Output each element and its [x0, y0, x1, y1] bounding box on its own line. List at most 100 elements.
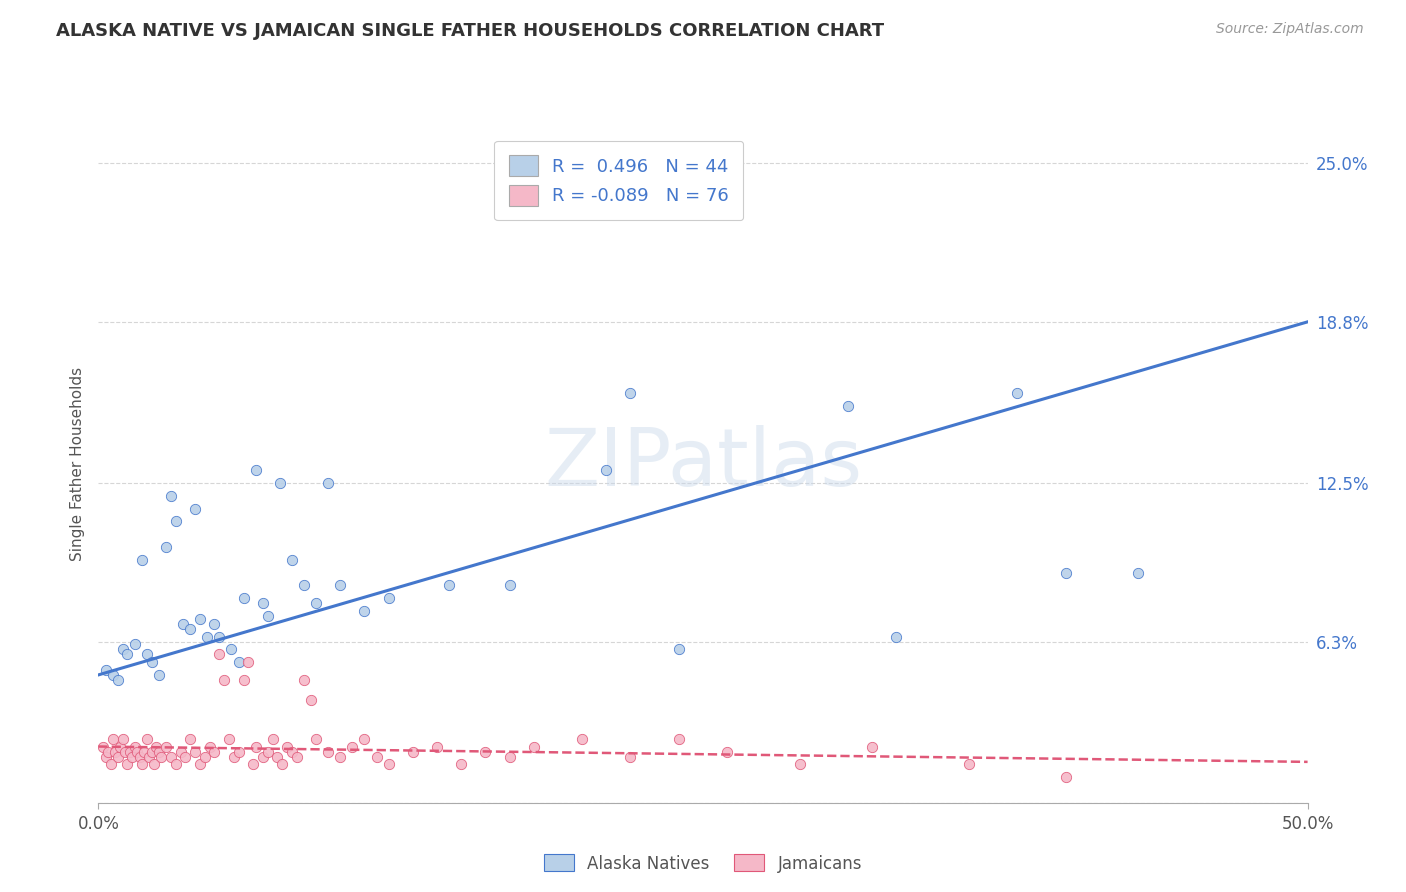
Point	[179, 731, 201, 746]
Point	[292, 578, 315, 592]
Point	[172, 616, 194, 631]
Point	[121, 749, 143, 764]
Point	[127, 745, 149, 759]
Point	[145, 739, 167, 754]
Point	[91, 739, 114, 754]
Point	[353, 731, 375, 746]
Point	[188, 612, 211, 626]
Point	[135, 731, 157, 746]
Point	[281, 745, 304, 759]
Point	[292, 673, 315, 687]
Point	[252, 749, 274, 764]
Point	[208, 648, 231, 662]
Y-axis label: Single Father Households: Single Father Households	[70, 367, 86, 561]
Point	[104, 745, 127, 759]
Point	[117, 757, 139, 772]
Point	[571, 731, 593, 746]
Point	[160, 749, 183, 764]
Point	[131, 757, 153, 772]
Point	[148, 668, 170, 682]
Point	[114, 745, 136, 759]
Point	[342, 739, 364, 754]
Point	[1128, 566, 1150, 580]
Point	[221, 642, 243, 657]
Point	[860, 739, 883, 754]
Point	[131, 553, 153, 567]
Point	[238, 655, 260, 669]
Point	[222, 749, 245, 764]
Point	[252, 596, 274, 610]
Point	[169, 745, 191, 759]
Point	[668, 731, 690, 746]
Point	[228, 655, 250, 669]
Point	[111, 731, 134, 746]
Point	[1007, 386, 1029, 401]
Legend: Alaska Natives, Jamaicans: Alaska Natives, Jamaicans	[537, 847, 869, 880]
Text: ZIPatlas: ZIPatlas	[544, 425, 862, 503]
Point	[204, 616, 226, 631]
Point	[228, 745, 250, 759]
Point	[155, 540, 177, 554]
Point	[188, 757, 211, 772]
Point	[305, 596, 328, 610]
Point	[111, 642, 134, 657]
Point	[281, 553, 304, 567]
Point	[141, 655, 163, 669]
Point	[101, 668, 124, 682]
Point	[124, 739, 146, 754]
Text: ALASKA NATIVE VS JAMAICAN SINGLE FATHER HOUSEHOLDS CORRELATION CHART: ALASKA NATIVE VS JAMAICAN SINGLE FATHER …	[56, 22, 884, 40]
Point	[305, 731, 328, 746]
Point	[285, 749, 308, 764]
Point	[118, 745, 141, 759]
Legend: R =  0.496   N = 44, R = -0.089   N = 76: R = 0.496 N = 44, R = -0.089 N = 76	[495, 141, 744, 220]
Point	[184, 501, 207, 516]
Point	[1054, 566, 1077, 580]
Point	[353, 604, 375, 618]
Point	[165, 757, 187, 772]
Point	[195, 630, 218, 644]
Point	[299, 693, 322, 707]
Point	[101, 731, 124, 746]
Point	[135, 648, 157, 662]
Point	[194, 749, 217, 764]
Point	[150, 749, 173, 764]
Point	[837, 399, 859, 413]
Point	[208, 630, 231, 644]
Point	[212, 673, 235, 687]
Point	[619, 386, 641, 401]
Point	[498, 749, 520, 764]
Point	[498, 578, 520, 592]
Point	[100, 757, 122, 772]
Point	[107, 749, 129, 764]
Point	[474, 745, 496, 759]
Text: Source: ZipAtlas.com: Source: ZipAtlas.com	[1216, 22, 1364, 37]
Point	[276, 739, 298, 754]
Point	[619, 749, 641, 764]
Point	[716, 745, 738, 759]
Point	[957, 757, 980, 772]
Point	[148, 745, 170, 759]
Point	[1054, 770, 1077, 784]
Point	[138, 749, 160, 764]
Point	[245, 463, 267, 477]
Point	[94, 749, 117, 764]
Point	[108, 739, 131, 754]
Point	[789, 757, 811, 772]
Point	[198, 739, 221, 754]
Point	[377, 757, 399, 772]
Point	[141, 745, 163, 759]
Point	[174, 749, 197, 764]
Point	[269, 476, 291, 491]
Point	[97, 745, 120, 759]
Point	[117, 648, 139, 662]
Point	[179, 622, 201, 636]
Point	[256, 745, 278, 759]
Point	[134, 745, 156, 759]
Point	[232, 591, 254, 606]
Point	[271, 757, 294, 772]
Point	[160, 489, 183, 503]
Point	[450, 757, 472, 772]
Point	[128, 749, 150, 764]
Point	[886, 630, 908, 644]
Point	[256, 609, 278, 624]
